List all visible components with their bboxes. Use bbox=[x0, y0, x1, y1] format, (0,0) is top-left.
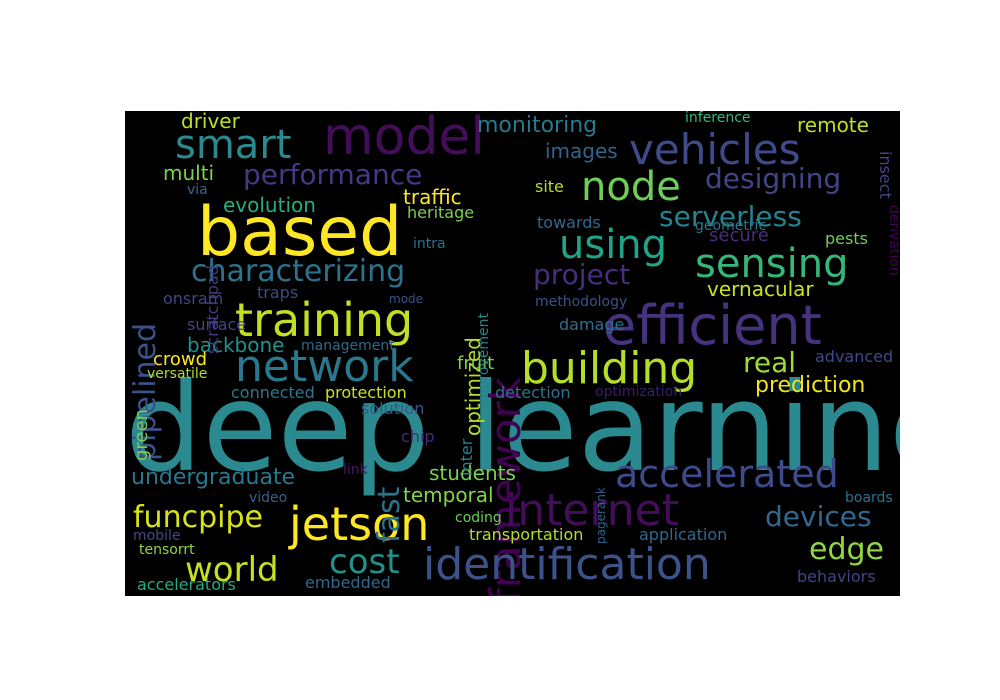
word-fruit: fruit bbox=[457, 353, 495, 374]
word-temporal: temporal bbox=[403, 483, 494, 507]
word-traffic: traffic bbox=[403, 185, 462, 209]
word-solution: solution bbox=[361, 399, 425, 418]
word-management: management bbox=[301, 338, 395, 354]
word-inter: inter bbox=[457, 439, 476, 477]
word-onsram: onsram bbox=[163, 289, 224, 308]
word-sensing: sensing bbox=[695, 241, 849, 287]
word-students: students bbox=[429, 461, 516, 485]
word-derivation: derivation bbox=[886, 205, 900, 276]
word-scratchpad: scratchpad bbox=[203, 265, 222, 354]
word-coding: coding bbox=[455, 510, 502, 526]
word-transportation: transportation bbox=[469, 525, 584, 544]
word-geometric: geometric bbox=[695, 218, 767, 234]
word-intra: intra bbox=[413, 236, 446, 252]
word-cost: cost bbox=[329, 542, 400, 582]
word-methodology: methodology bbox=[535, 294, 628, 310]
word-edge: edge bbox=[809, 532, 884, 567]
word-accelerated: accelerated bbox=[615, 452, 839, 496]
word-vehicles: vehicles bbox=[629, 125, 801, 174]
word-jetson: jetson bbox=[289, 497, 430, 551]
word-world: world bbox=[185, 550, 279, 590]
word-pests: pests bbox=[825, 229, 868, 248]
word-versatile: versatile bbox=[147, 366, 208, 382]
word-cloud: deep learning based model efficient framewor… bbox=[125, 111, 900, 596]
word-building: building bbox=[521, 343, 698, 394]
word-damage: damage bbox=[559, 315, 625, 334]
word-traps: traps bbox=[257, 283, 299, 302]
word-node: node bbox=[581, 164, 681, 210]
word-model: model bbox=[323, 111, 485, 167]
word-chip: chip bbox=[401, 427, 435, 446]
word-advanced: advanced bbox=[815, 347, 894, 366]
word-inference: inference bbox=[685, 111, 751, 126]
word-training: training bbox=[235, 293, 414, 347]
word-images: images bbox=[545, 139, 618, 163]
word-project: project bbox=[533, 258, 631, 291]
word-real: real bbox=[743, 346, 797, 379]
word-performance: performance bbox=[243, 158, 423, 191]
word-pagerank: pagerank bbox=[594, 487, 608, 544]
word-mode: mode bbox=[389, 292, 424, 306]
word-tensorrt: tensorrt bbox=[139, 542, 195, 558]
word-monitoring: monitoring bbox=[477, 113, 598, 138]
word-mobile: mobile bbox=[133, 528, 181, 544]
word-green: green bbox=[131, 408, 152, 461]
word-heritage: heritage bbox=[407, 203, 475, 222]
word-crowd: crowd bbox=[153, 349, 208, 370]
word-multi: multi bbox=[163, 161, 215, 185]
word-serverless: serverless bbox=[659, 200, 802, 233]
word-via: via bbox=[187, 182, 208, 198]
word-based: based bbox=[197, 193, 403, 272]
word-towards: towards bbox=[537, 213, 601, 232]
word-using: using bbox=[559, 222, 668, 268]
word-accelerators: accelerators bbox=[137, 575, 236, 594]
word-behaviors: behaviors bbox=[797, 567, 876, 586]
word-fast: fast bbox=[372, 486, 407, 544]
word-internet: internet bbox=[505, 485, 679, 536]
word-prediction: prediction bbox=[755, 373, 866, 398]
word-detection: detection bbox=[495, 383, 571, 402]
word-efficient: efficient bbox=[603, 294, 822, 357]
word-connected: connected bbox=[231, 383, 315, 402]
word-vernacular: vernacular bbox=[707, 277, 814, 301]
word-network: network bbox=[235, 341, 414, 392]
word-embedded: embedded bbox=[305, 573, 391, 592]
word-undergraduate: undergraduate bbox=[131, 465, 296, 490]
word-backbone: backbone bbox=[187, 333, 285, 357]
word-smart: smart bbox=[175, 122, 292, 168]
word-improvement: improvement bbox=[476, 312, 492, 407]
word-remote: remote bbox=[797, 113, 869, 137]
word-identification: identification bbox=[423, 539, 711, 590]
word-designing: designing bbox=[705, 162, 842, 195]
word-evolution: evolution bbox=[223, 193, 316, 217]
word-protection: protection bbox=[325, 383, 407, 402]
word-insect: insect bbox=[876, 151, 895, 199]
word-optimization: optimization bbox=[595, 384, 683, 400]
word-characterizing: characterizing bbox=[191, 254, 406, 289]
word-driver: driver bbox=[181, 111, 240, 133]
word-deep-learning: deep learning bbox=[125, 357, 900, 499]
word-video: video bbox=[249, 490, 288, 506]
word-application: application bbox=[639, 525, 728, 544]
word-boards: boards bbox=[845, 490, 893, 506]
word-link: link bbox=[343, 462, 368, 478]
word-site: site bbox=[535, 177, 564, 196]
word-secure: secure bbox=[709, 225, 769, 246]
word-surface: surface bbox=[187, 315, 247, 334]
word-funcpipe: funcpipe bbox=[133, 500, 263, 535]
word-devices: devices bbox=[765, 500, 872, 533]
